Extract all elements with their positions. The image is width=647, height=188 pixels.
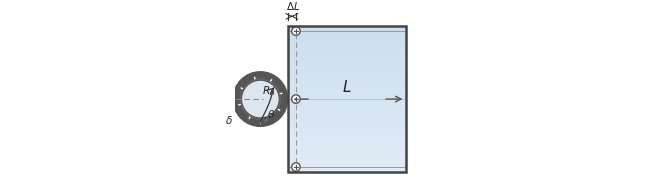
Circle shape: [278, 108, 281, 111]
Circle shape: [265, 118, 267, 121]
Circle shape: [292, 163, 300, 171]
Circle shape: [270, 79, 273, 82]
Text: $\theta$: $\theta$: [267, 108, 276, 120]
Circle shape: [292, 27, 300, 35]
Circle shape: [292, 95, 300, 103]
Circle shape: [240, 87, 243, 90]
Text: $\Delta L$: $\Delta L$: [286, 0, 300, 12]
Circle shape: [253, 77, 256, 80]
Text: $L$: $L$: [342, 79, 352, 95]
Circle shape: [295, 98, 297, 100]
Text: $\delta$: $\delta$: [225, 114, 233, 126]
Circle shape: [280, 92, 283, 95]
Circle shape: [248, 116, 251, 119]
Text: $R_n$: $R_n$: [263, 84, 276, 98]
Circle shape: [237, 76, 283, 122]
Bar: [288, 26, 406, 172]
Circle shape: [238, 103, 241, 106]
